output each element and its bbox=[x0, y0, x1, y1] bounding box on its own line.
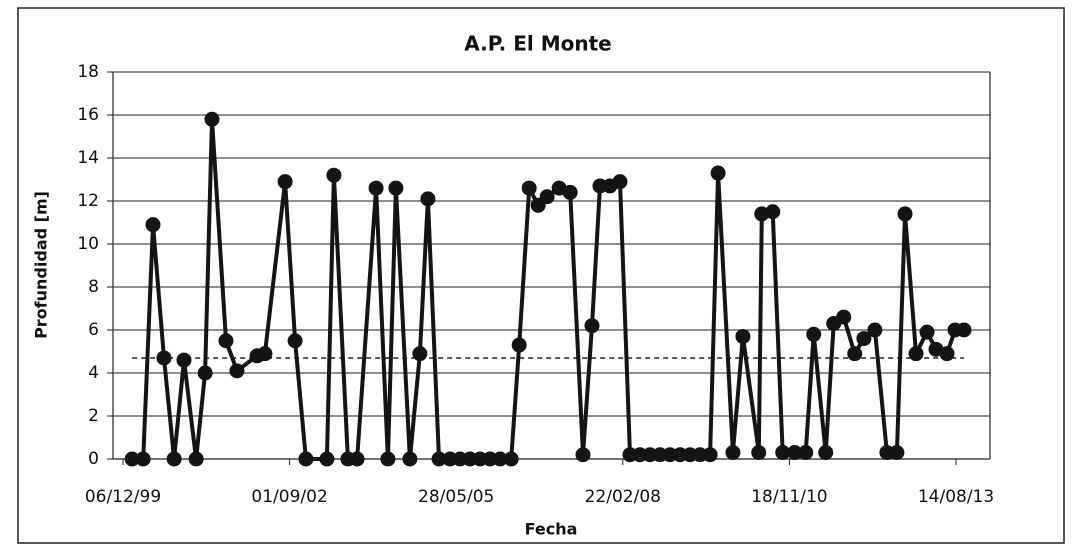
data-point bbox=[229, 363, 245, 379]
data-point bbox=[702, 447, 718, 463]
data-point bbox=[176, 352, 192, 368]
x-axis-title: Fecha bbox=[525, 520, 578, 539]
data-point bbox=[612, 174, 628, 190]
data-point bbox=[420, 191, 436, 207]
y-tick-label: 8 bbox=[88, 277, 99, 297]
data-point bbox=[166, 451, 182, 467]
data-point bbox=[765, 204, 781, 220]
data-point bbox=[349, 451, 365, 467]
data-point bbox=[277, 174, 293, 190]
data-point bbox=[956, 322, 972, 338]
x-tick-label: 18/11/10 bbox=[751, 487, 827, 507]
data-point bbox=[787, 445, 803, 461]
data-point bbox=[402, 451, 418, 467]
data-point bbox=[584, 318, 600, 334]
y-tick-label: 10 bbox=[77, 234, 99, 254]
data-point bbox=[380, 451, 396, 467]
y-tick-label: 2 bbox=[88, 406, 99, 426]
data-point bbox=[319, 451, 335, 467]
y-tick-label: 18 bbox=[77, 62, 99, 82]
data-point bbox=[204, 111, 220, 127]
data-point bbox=[257, 346, 273, 362]
data-point bbox=[562, 184, 578, 200]
data-point bbox=[897, 206, 913, 222]
data-point bbox=[521, 180, 537, 196]
data-point bbox=[798, 445, 814, 461]
data-point bbox=[735, 328, 751, 344]
data-point bbox=[326, 167, 342, 183]
data-point bbox=[287, 333, 303, 349]
data-point bbox=[388, 180, 404, 196]
x-tick-label: 28/05/05 bbox=[418, 487, 494, 507]
data-point bbox=[725, 445, 741, 461]
data-point bbox=[188, 451, 204, 467]
data-point bbox=[775, 445, 791, 461]
data-point bbox=[368, 180, 384, 196]
data-point bbox=[751, 445, 767, 461]
data-point bbox=[492, 451, 508, 467]
data-point bbox=[511, 337, 527, 353]
data-point bbox=[908, 346, 924, 362]
y-tick-label: 0 bbox=[88, 449, 99, 469]
data-point bbox=[889, 445, 905, 461]
data-point bbox=[836, 309, 852, 325]
data-point bbox=[939, 346, 955, 362]
data-point bbox=[412, 346, 428, 362]
data-point bbox=[135, 451, 151, 467]
data-point bbox=[539, 189, 555, 205]
data-point bbox=[818, 445, 834, 461]
data-point bbox=[503, 451, 519, 467]
data-point bbox=[124, 451, 140, 467]
data-point bbox=[919, 324, 935, 340]
data-point bbox=[156, 350, 172, 366]
x-tick-label: 14/08/13 bbox=[918, 487, 994, 507]
data-point bbox=[856, 331, 872, 347]
data-point bbox=[867, 322, 883, 338]
data-point bbox=[710, 165, 726, 181]
data-point bbox=[145, 217, 161, 233]
data-point bbox=[806, 326, 822, 342]
data-point bbox=[431, 451, 447, 467]
x-tick-label: 01/09/02 bbox=[251, 487, 327, 507]
x-tick-label: 06/12/99 bbox=[85, 487, 161, 507]
y-tick-label: 16 bbox=[77, 105, 99, 125]
y-tick-label: 14 bbox=[77, 148, 99, 168]
data-point bbox=[218, 333, 234, 349]
y-tick-label: 4 bbox=[88, 363, 99, 383]
data-point bbox=[575, 447, 591, 463]
y-axis-title: Profundidad [m] bbox=[32, 191, 51, 339]
data-point bbox=[197, 365, 213, 381]
y-tick-label: 12 bbox=[77, 191, 99, 211]
y-tick-label: 6 bbox=[88, 320, 99, 340]
x-tick-label: 22/02/08 bbox=[585, 487, 661, 507]
data-point bbox=[298, 451, 314, 467]
data-point bbox=[847, 346, 863, 362]
chart-title: A.P. El Monte bbox=[464, 32, 611, 56]
